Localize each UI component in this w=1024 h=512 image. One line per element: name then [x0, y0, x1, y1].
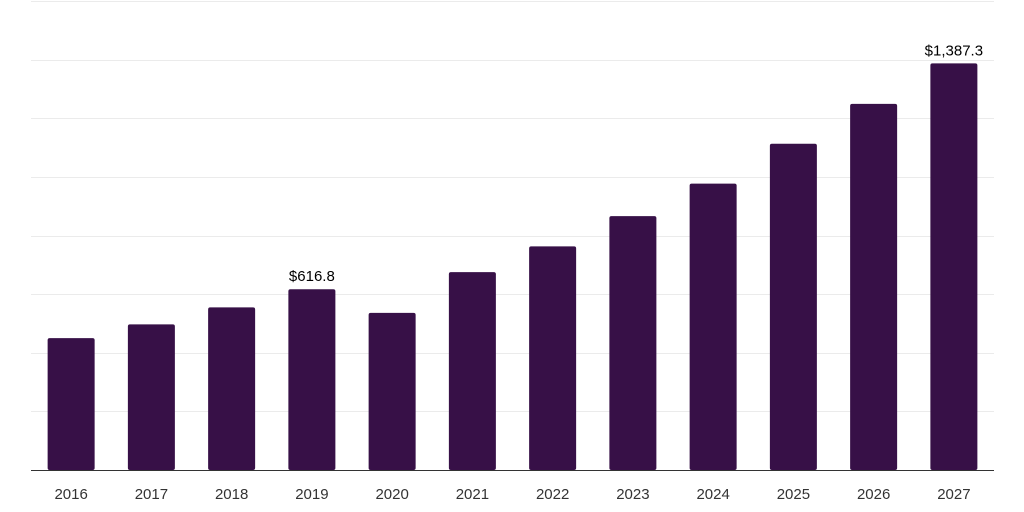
x-tick-label-2019: 2019 — [295, 486, 328, 503]
x-tick-label-2027: 2027 — [937, 486, 970, 503]
bar-2025 — [769, 143, 817, 470]
bar-2023 — [609, 216, 657, 470]
x-tick-label-2022: 2022 — [536, 486, 569, 503]
bar-2027 — [930, 63, 978, 470]
x-tick-label-2025: 2025 — [777, 486, 810, 503]
bar-2019 — [288, 289, 336, 470]
data-label-2027: $1,387.3 — [925, 42, 983, 59]
x-tick-label-2017: 2017 — [135, 486, 168, 503]
x-tick-label-2023: 2023 — [616, 486, 649, 503]
bar-2024 — [689, 183, 737, 470]
x-tick-label-2020: 2020 — [375, 486, 408, 503]
data-label-2019: $616.8 — [289, 268, 335, 285]
x-tick-label-2024: 2024 — [696, 486, 729, 503]
bar-2017 — [127, 324, 175, 470]
data-labels: $616.8 $1,387.3 — [289, 42, 983, 285]
x-tick-labels: 2016 2017 2018 2019 2020 2021 2022 2023 2024 2025… — [54, 486, 970, 503]
x-tick-label-2016: 2016 — [54, 486, 87, 503]
bar-2021 — [448, 272, 496, 470]
x-tick-label-2018: 2018 — [215, 486, 248, 503]
x-tick-label-2026: 2026 — [857, 486, 890, 503]
bar-2022 — [529, 246, 577, 470]
gridlines — [31, 1, 994, 412]
bar-2020 — [368, 312, 416, 470]
bar-2026 — [850, 103, 898, 470]
bar-2018 — [208, 307, 256, 470]
x-tick-label-2021: 2021 — [456, 486, 489, 503]
bar-2016 — [47, 338, 95, 470]
bars — [47, 63, 978, 470]
